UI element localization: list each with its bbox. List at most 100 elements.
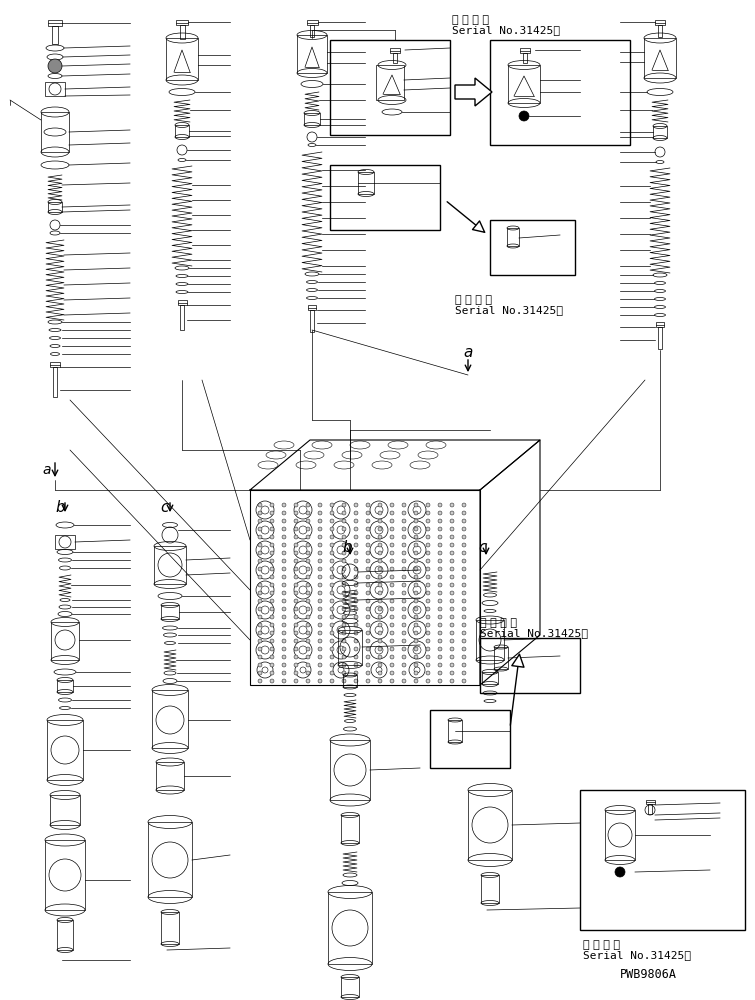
Circle shape: [318, 631, 322, 635]
Circle shape: [354, 615, 358, 619]
Circle shape: [414, 511, 418, 515]
Circle shape: [414, 535, 418, 539]
Circle shape: [318, 503, 322, 507]
Circle shape: [426, 639, 430, 643]
Circle shape: [366, 655, 370, 659]
Circle shape: [402, 647, 406, 651]
Circle shape: [258, 535, 262, 539]
Circle shape: [450, 511, 454, 515]
Circle shape: [342, 551, 346, 555]
Circle shape: [330, 639, 334, 643]
Bar: [53, 367, 57, 397]
Bar: [297, 35, 327, 73]
Circle shape: [378, 639, 382, 643]
Circle shape: [414, 615, 418, 619]
Circle shape: [462, 599, 466, 603]
Circle shape: [294, 671, 298, 675]
Circle shape: [462, 543, 466, 547]
Circle shape: [342, 631, 346, 635]
Circle shape: [519, 111, 529, 121]
Circle shape: [390, 543, 394, 547]
Bar: [307, 20, 318, 25]
Bar: [341, 977, 359, 997]
Circle shape: [318, 511, 322, 515]
Circle shape: [390, 575, 394, 579]
Circle shape: [270, 623, 274, 627]
Circle shape: [378, 623, 382, 627]
Circle shape: [402, 551, 406, 555]
Circle shape: [450, 503, 454, 507]
Bar: [656, 322, 664, 327]
Circle shape: [258, 527, 262, 531]
Circle shape: [270, 591, 274, 595]
Circle shape: [414, 623, 418, 627]
Circle shape: [426, 503, 430, 507]
Circle shape: [318, 679, 322, 683]
Circle shape: [414, 583, 418, 587]
Circle shape: [342, 535, 346, 539]
Bar: [57, 920, 73, 950]
Circle shape: [318, 575, 322, 579]
Circle shape: [330, 679, 334, 683]
Text: c: c: [478, 540, 486, 555]
Circle shape: [282, 551, 286, 555]
Bar: [494, 647, 508, 669]
Circle shape: [354, 607, 358, 611]
Circle shape: [318, 559, 322, 563]
Circle shape: [438, 503, 442, 507]
Circle shape: [438, 631, 442, 635]
Circle shape: [402, 607, 406, 611]
Circle shape: [282, 511, 286, 515]
Circle shape: [282, 559, 286, 563]
Bar: [161, 912, 179, 944]
Circle shape: [366, 559, 370, 563]
Circle shape: [438, 655, 442, 659]
Circle shape: [342, 503, 346, 507]
Circle shape: [330, 655, 334, 659]
Circle shape: [270, 607, 274, 611]
Circle shape: [270, 551, 274, 555]
Circle shape: [438, 647, 442, 651]
Circle shape: [366, 567, 370, 571]
Bar: [175, 125, 189, 137]
Circle shape: [330, 575, 334, 579]
Circle shape: [270, 519, 274, 523]
Circle shape: [342, 623, 346, 627]
Circle shape: [402, 575, 406, 579]
Circle shape: [366, 575, 370, 579]
Bar: [330, 40, 450, 135]
Bar: [51, 622, 79, 660]
Bar: [658, 25, 662, 37]
Circle shape: [450, 599, 454, 603]
Bar: [393, 53, 397, 63]
Bar: [330, 165, 440, 230]
Circle shape: [450, 575, 454, 579]
Bar: [310, 25, 314, 37]
Circle shape: [426, 647, 430, 651]
Circle shape: [330, 671, 334, 675]
Circle shape: [354, 551, 358, 555]
Bar: [508, 65, 540, 103]
Circle shape: [438, 623, 442, 627]
Circle shape: [294, 591, 298, 595]
Circle shape: [342, 543, 346, 547]
Circle shape: [366, 599, 370, 603]
Bar: [57, 680, 73, 692]
Circle shape: [258, 567, 262, 571]
Circle shape: [294, 543, 298, 547]
Bar: [430, 710, 510, 768]
Circle shape: [354, 519, 358, 523]
Circle shape: [354, 671, 358, 675]
Circle shape: [462, 607, 466, 611]
Circle shape: [354, 639, 358, 643]
Circle shape: [378, 567, 382, 571]
Circle shape: [462, 559, 466, 563]
Circle shape: [438, 663, 442, 667]
Circle shape: [390, 567, 394, 571]
Circle shape: [270, 503, 274, 507]
Circle shape: [390, 671, 394, 675]
Circle shape: [258, 631, 262, 635]
Circle shape: [426, 679, 430, 683]
Bar: [376, 65, 404, 100]
Bar: [646, 800, 655, 804]
